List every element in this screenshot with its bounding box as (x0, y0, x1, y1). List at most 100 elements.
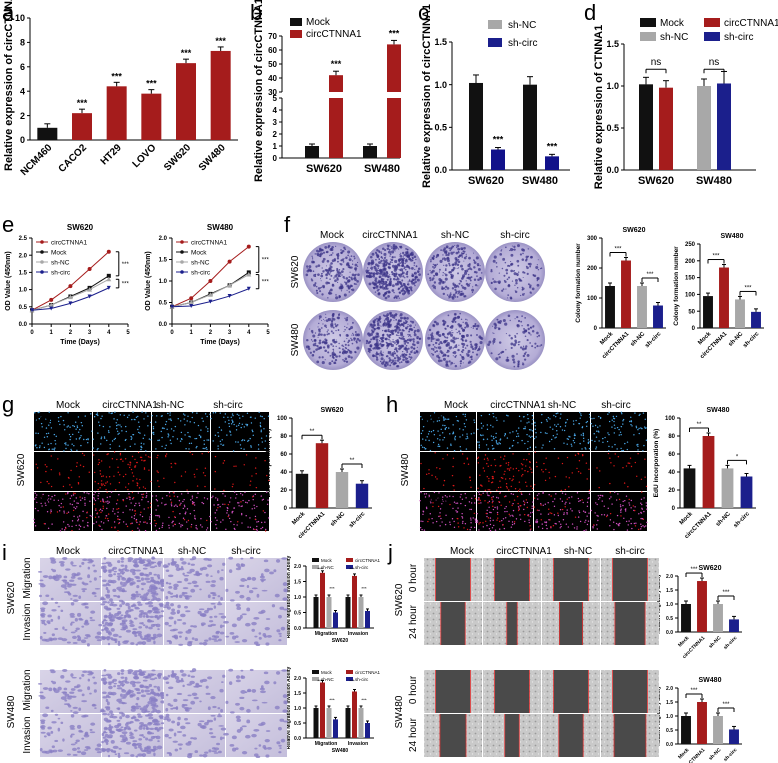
b-bar-lower-circCTNNA1-SW620 (329, 98, 343, 158)
g-cell (67, 511, 70, 513)
g-cell (43, 436, 46, 439)
g-cell (74, 507, 77, 510)
colony-dot (517, 264, 520, 267)
colony-dot (393, 319, 395, 321)
b-ytick-label-6: 30 (268, 88, 277, 97)
colony-dot (374, 318, 377, 322)
h-cell-red (457, 526, 460, 528)
i1-cell (107, 583, 111, 587)
g-cell (180, 475, 183, 477)
colony-dot (306, 338, 309, 342)
h-cell (508, 468, 510, 470)
h-cell (588, 489, 591, 492)
h-cell (620, 508, 622, 510)
colony-dot (505, 358, 509, 362)
colony-dot (375, 263, 378, 267)
g-cell (51, 448, 53, 450)
colony-dot (368, 262, 370, 265)
g-cell-red (138, 523, 140, 526)
colony-dot (365, 275, 369, 278)
h-cell (446, 496, 448, 498)
h-cell (613, 420, 615, 423)
h-cell (602, 437, 604, 440)
colony-dot (536, 331, 539, 335)
colony-dot (479, 277, 482, 279)
colony-dot (471, 291, 474, 294)
colony-dot (445, 289, 447, 291)
h-cell (496, 508, 499, 510)
a-ytick-label-3: 6 (20, 62, 25, 72)
i1-cell (187, 562, 191, 565)
colony-dot (357, 334, 359, 336)
colony-dot (322, 284, 325, 288)
g-cell (175, 504, 177, 506)
h-cell-red (536, 509, 539, 511)
colony-dot (415, 258, 417, 261)
h-cell (561, 500, 564, 502)
colony-dot (506, 356, 509, 359)
h-tile-edu-1 (476, 452, 534, 492)
colony-dot (368, 269, 370, 271)
colony-dot (536, 264, 538, 266)
colony-dot (310, 278, 313, 280)
h-cell-red (574, 516, 577, 518)
colony-dot (323, 333, 326, 337)
colony-dot (307, 268, 311, 272)
colony-dot (378, 281, 380, 283)
g-cell (170, 503, 173, 505)
j1-xlabel-Mock: Mock (677, 635, 690, 648)
g-cell (169, 418, 172, 420)
g-cell (58, 504, 60, 507)
colony-dot (333, 340, 337, 344)
g-cell (220, 429, 223, 431)
h-cell (568, 477, 570, 479)
g-cell (40, 416, 42, 418)
colony-dot (536, 279, 539, 282)
g-cell (148, 469, 150, 471)
colony-dot (514, 336, 517, 339)
colony-dot (408, 286, 411, 289)
colony-dot (413, 261, 416, 264)
colony-dot (387, 324, 391, 327)
colony-dot (368, 348, 372, 351)
colony-dot (517, 319, 521, 323)
e2-ytick-label-1: 0.5 (159, 301, 168, 307)
i2-bar-circCTNNA1-Migration (320, 682, 325, 738)
h-tile-merge-3 (590, 491, 648, 531)
i1-cell (87, 566, 91, 570)
g-cell (206, 527, 209, 529)
g-cell (233, 507, 236, 509)
h-cell (624, 508, 627, 511)
h-cell (578, 500, 580, 503)
g-cell (92, 438, 94, 440)
h-cell (588, 512, 590, 514)
g-cell (88, 493, 90, 495)
colony-dot (344, 325, 346, 328)
g-cell (256, 505, 258, 508)
h-tile-merge-2 (533, 491, 591, 532)
f2-ytick-label-4: 200 (685, 259, 696, 265)
g-cell (259, 415, 262, 417)
i1-cell (127, 577, 131, 581)
i1-cell (45, 594, 50, 598)
f2-ytick-label-3: 150 (685, 276, 696, 282)
g-cell (95, 509, 97, 512)
colony-dot (337, 316, 340, 320)
colony-dot (522, 276, 524, 279)
h-cell (457, 507, 459, 509)
colony-dot (393, 357, 397, 360)
colony-dot (461, 290, 463, 292)
h-cell (495, 440, 497, 442)
g-cell (249, 416, 252, 418)
h-tile-bg (591, 452, 647, 491)
h-cell (459, 428, 461, 430)
colony-dot (375, 272, 378, 275)
h-cell (616, 448, 618, 450)
h-cell (444, 428, 447, 431)
h-cell (565, 421, 567, 423)
i1-cell (210, 575, 213, 578)
colony-dot (399, 268, 404, 272)
h-cell (536, 521, 538, 524)
